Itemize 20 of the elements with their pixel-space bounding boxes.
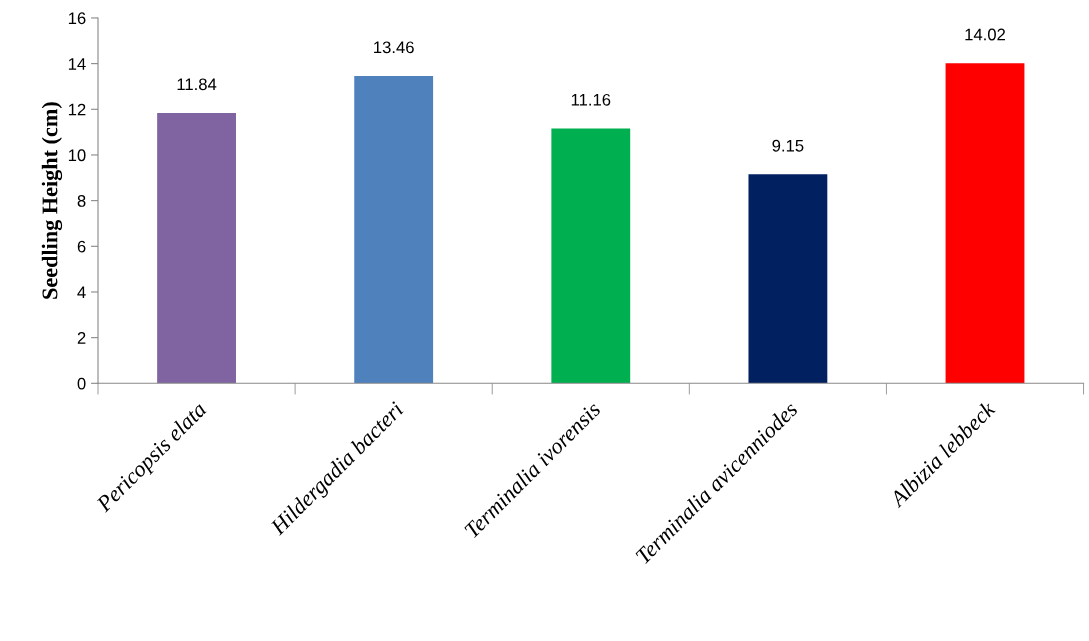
y-tick-label: 6 <box>77 240 86 253</box>
bar <box>354 75 434 384</box>
data-label: 14.02 <box>965 28 1006 41</box>
bar <box>157 112 236 384</box>
data-label: 11.16 <box>571 93 611 106</box>
data-label: 13.46 <box>374 41 414 54</box>
data-label: 11.84 <box>177 78 217 91</box>
y-tick-label: 4 <box>77 286 86 299</box>
bar <box>945 63 1025 384</box>
y-tick-label: 14 <box>68 58 86 70</box>
y-tick-label: 16 <box>68 12 86 25</box>
bar <box>748 174 828 384</box>
y-tick-label: 8 <box>77 195 86 207</box>
y-tick-label: 10 <box>68 149 86 162</box>
bar <box>551 128 631 384</box>
y-tick-label: 12 <box>68 103 86 116</box>
y-axis-title: Seedling Height (cm) <box>41 102 63 299</box>
data-label: 9.15 <box>772 139 804 152</box>
y-tick-label: 0 <box>77 377 86 390</box>
y-tick-label: 2 <box>77 332 86 344</box>
